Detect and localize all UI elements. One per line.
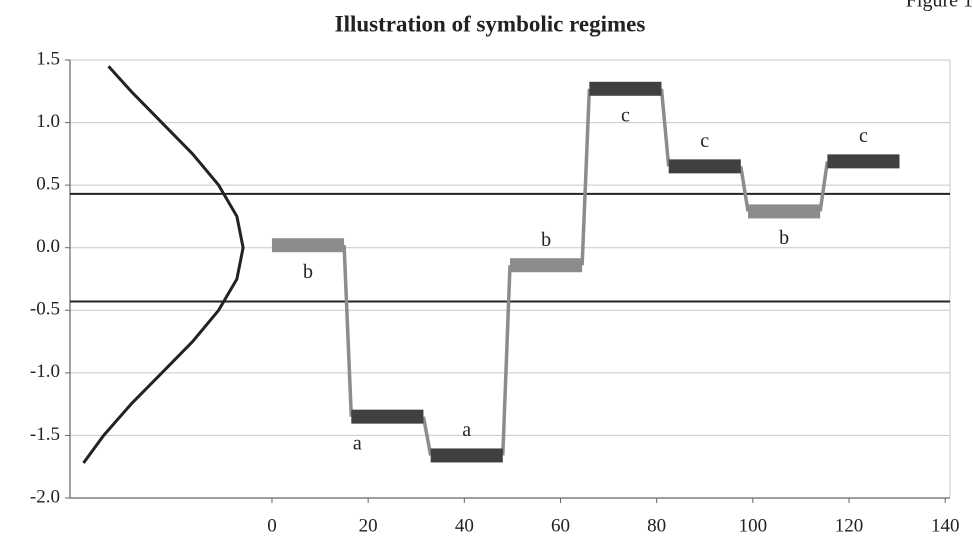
segment-label: a: [462, 419, 471, 441]
segment: [510, 258, 583, 273]
y-tick-label: 0.5: [36, 174, 60, 195]
segment-label: c: [859, 125, 868, 147]
y-tick-label: -1.5: [30, 424, 60, 445]
density-curve: [82, 65, 245, 464]
segment: [351, 409, 424, 424]
figure-label: Figure 1: [906, 0, 973, 12]
segment: [827, 154, 900, 169]
segment-label: c: [621, 104, 630, 126]
segment-label: c: [700, 130, 709, 152]
x-tick-label: 140: [931, 515, 960, 536]
y-tick-label: 0.0: [36, 236, 60, 257]
x-tick-label: 40: [455, 515, 474, 536]
segment-label: b: [303, 261, 313, 283]
x-tick-label: 0: [267, 515, 277, 536]
segment-label: b: [779, 227, 789, 249]
y-tick-label: -1.0: [30, 361, 60, 382]
chart-title: Illustration of symbolic regimes: [335, 11, 646, 36]
y-tick-label: -2.0: [30, 486, 60, 507]
x-tick-label: 80: [647, 515, 666, 536]
segment-label: a: [353, 432, 362, 454]
y-tick-label: -0.5: [30, 299, 60, 320]
x-tick-label: 60: [551, 515, 570, 536]
y-tick-label: 1.0: [36, 111, 60, 132]
segment: [589, 81, 662, 96]
segment-label: b: [541, 229, 551, 251]
segment: [271, 238, 345, 253]
segment: [668, 159, 741, 174]
connector: [818, 161, 830, 212]
connector: [342, 245, 354, 417]
connector: [580, 88, 592, 266]
x-tick-label: 100: [739, 515, 768, 536]
connector: [421, 416, 433, 456]
y-tick-label: 1.5: [36, 48, 60, 69]
connector: [739, 166, 750, 212]
x-tick-label: 120: [835, 515, 864, 536]
segment: [430, 448, 503, 463]
connector: [501, 265, 512, 456]
connector: [659, 88, 671, 167]
x-tick-label: 20: [359, 515, 378, 536]
segment: [748, 204, 821, 219]
